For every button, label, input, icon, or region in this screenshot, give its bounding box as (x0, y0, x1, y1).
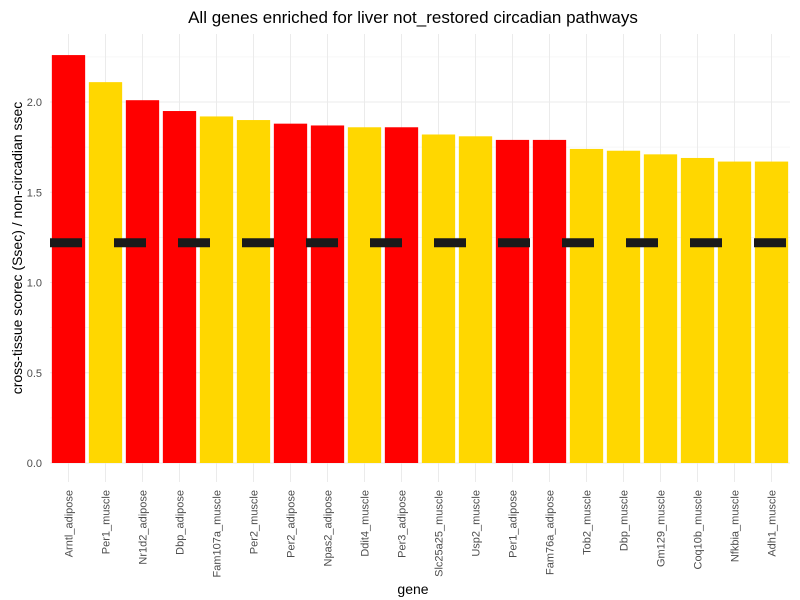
bar-nr1d2-adipose (125, 100, 160, 463)
bar-per2-muscle (236, 120, 271, 464)
x-tick-label: Slc25a25_muscle (434, 490, 446, 577)
bar-arntl-adipose (51, 55, 86, 463)
y-tick-label: 2.0 (27, 97, 42, 109)
x-tick-label: Nr1d2_adipose (138, 490, 150, 565)
bars-layer (51, 55, 789, 464)
x-tick-label: Per1_adipose (508, 490, 520, 558)
bar-per1-adipose (495, 139, 530, 463)
bar-gm129-muscle (643, 154, 678, 463)
x-tick-label: Coq10b_muscle (693, 490, 705, 570)
x-tick-label: Dbp_muscle (619, 490, 631, 551)
y-tick-label: 1.5 (27, 187, 42, 199)
bar-per3-adipose (384, 127, 419, 464)
bar-dbp-adipose (162, 111, 197, 464)
bar-nfkbia-muscle (717, 161, 752, 463)
bar-per2-adipose (273, 123, 308, 463)
x-tick-label: Per1_muscle (101, 490, 113, 554)
bar-dbp-muscle (606, 150, 641, 464)
bar-per1-muscle (88, 82, 123, 464)
y-ticks-layer: 0.0 0.5 1.0 1.5 2.0 (27, 97, 42, 470)
grid-layer (50, 34, 790, 482)
bar-fam76a-adipose (532, 139, 567, 463)
x-tick-label: Ddit4_muscle (360, 490, 372, 557)
y-tick-label: 0.0 (27, 458, 42, 470)
bar-npas2-adipose (310, 125, 345, 463)
x-tick-label: Fam76a_adipose (545, 490, 557, 575)
x-tick-label: Dbp_adipose (175, 490, 187, 555)
bar-tob2-muscle (569, 148, 604, 463)
x-tick-label: Tob2_muscle (582, 490, 594, 555)
chart-title: All genes enriched for liver not_restore… (188, 8, 638, 27)
x-axis-label: gene (397, 581, 428, 597)
x-tick-label: Gm129_muscle (656, 490, 668, 567)
bar-slc25a25-muscle (421, 134, 456, 464)
bar-adh1-muscle (754, 161, 789, 463)
bar-ddit4-muscle (347, 127, 382, 464)
x-tick-label: Per3_adipose (397, 490, 409, 558)
x-tick-label: Per2_adipose (286, 490, 298, 558)
y-tick-label: 0.5 (27, 368, 42, 380)
x-tick-label: Adh1_muscle (767, 490, 779, 557)
bar-coq10b-muscle (680, 157, 715, 463)
x-tick-label: Usp2_muscle (471, 490, 483, 557)
y-tick-label: 1.0 (27, 278, 42, 290)
y-axis-label: cross-tissue scorec (Ssec) / non-circadi… (9, 102, 25, 395)
x-tick-label: Per2_muscle (249, 490, 261, 554)
x-tick-label: Fam107a_muscle (212, 490, 224, 577)
x-tick-label: Nfkbia_muscle (730, 490, 742, 562)
x-tick-label: Npas2_adipose (323, 490, 335, 566)
x-ticks-layer: Arntl_adipose Per1_muscle Nr1d2_adipose Dbp… (64, 490, 779, 577)
bar-fam107a-muscle (199, 116, 234, 463)
bar-usp2-muscle (458, 136, 493, 464)
x-tick-label: Arntl_adipose (64, 490, 76, 557)
